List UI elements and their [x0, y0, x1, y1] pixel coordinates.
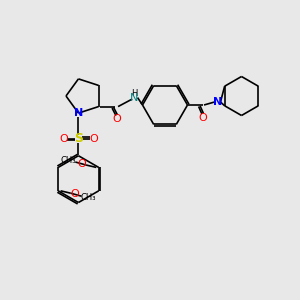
Text: O: O — [70, 189, 79, 199]
Text: N: N — [74, 108, 83, 118]
Text: O: O — [198, 112, 207, 123]
Text: CH₃: CH₃ — [61, 156, 76, 165]
Text: N: N — [130, 93, 139, 103]
Text: O: O — [89, 134, 98, 144]
Text: S: S — [74, 132, 83, 145]
Text: O: O — [59, 134, 68, 144]
Text: N: N — [213, 97, 222, 107]
Text: O: O — [78, 159, 87, 170]
Text: H: H — [131, 89, 138, 98]
Text: CH₃: CH₃ — [80, 193, 96, 202]
Text: O: O — [112, 114, 121, 124]
